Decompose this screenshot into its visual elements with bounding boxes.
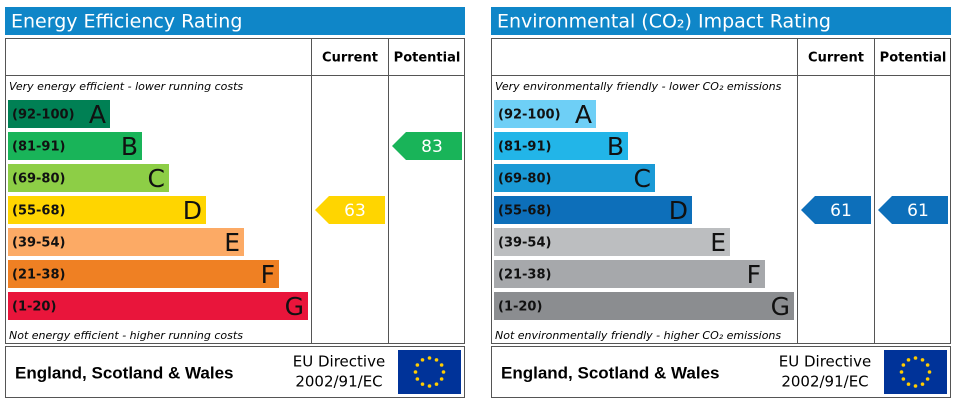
table-frame — [491, 38, 951, 344]
footer-frame — [491, 346, 951, 398]
band-letter: B — [607, 132, 624, 161]
rating-band — [8, 260, 279, 288]
eu-star — [427, 384, 432, 388]
rating-band — [494, 228, 730, 256]
band-range: (69-80) — [12, 172, 65, 187]
bottom-note: Not energy efficient - higher running co… — [9, 329, 243, 342]
eu-star — [906, 358, 911, 362]
potential-rating: 61 — [907, 201, 929, 221]
top-note: Very energy efficient - lower running co… — [9, 80, 243, 93]
footer-directive: EU Directive — [779, 353, 871, 371]
eu-star — [920, 382, 925, 386]
footer-directive: EU Directive — [293, 353, 385, 371]
eu-star — [415, 377, 420, 381]
eu-star — [906, 382, 911, 386]
band-range: (55-68) — [498, 204, 551, 219]
bottom-note: Not environmentally friendly - higher CO… — [495, 329, 781, 342]
eu-star — [439, 363, 444, 367]
rating-band — [494, 164, 655, 192]
rating-arrow — [878, 196, 948, 224]
rating-band — [8, 292, 308, 320]
footer-region: England, Scotland & Wales — [501, 363, 720, 382]
rating-arrow — [315, 196, 385, 224]
rating-band — [494, 132, 628, 160]
eu-star — [413, 370, 418, 374]
band-letter: G — [771, 292, 790, 321]
eu-star — [913, 384, 918, 388]
eu-star — [434, 382, 439, 386]
footer-code: 2002/91/EC — [295, 373, 382, 391]
band-range: (39-54) — [498, 236, 551, 251]
eu-star — [415, 363, 420, 367]
footer-frame — [5, 346, 465, 398]
title-bar — [5, 7, 465, 35]
eu-star — [901, 377, 906, 381]
title-bar — [491, 7, 951, 35]
eu-star — [925, 377, 930, 381]
band-letter: A — [89, 100, 106, 129]
footer-code: 2002/91/EC — [781, 373, 868, 391]
band-letter: G — [285, 292, 304, 321]
rating-arrow — [801, 196, 871, 224]
band-letter: D — [183, 196, 202, 225]
eu-star — [901, 363, 906, 367]
band-range: (92-100) — [12, 108, 75, 123]
band-letter: D — [669, 196, 688, 225]
band-range: (1-20) — [12, 300, 56, 315]
rating-band — [8, 132, 142, 160]
band-range: (92-100) — [498, 108, 561, 123]
eu-star — [920, 358, 925, 362]
rating-band — [494, 260, 765, 288]
header-current: Current — [322, 51, 378, 66]
band-range: (21-38) — [498, 268, 551, 283]
top-note: Very environmentally friendly - lower CO… — [495, 80, 782, 93]
eu-star — [420, 358, 425, 362]
eu-star — [420, 382, 425, 386]
rating-panel: Energy Efficiency Rating Current Potential… — [5, 7, 465, 398]
rating-band — [8, 164, 169, 192]
band-range: (39-54) — [12, 236, 65, 251]
eu-star — [439, 377, 444, 381]
rating-band — [494, 196, 692, 224]
rating-band — [494, 100, 596, 128]
rating-band — [494, 292, 794, 320]
band-letter: A — [575, 100, 592, 129]
rating-band — [8, 228, 244, 256]
band-letter: F — [261, 260, 275, 289]
rating-arrow — [392, 132, 462, 160]
header-potential: Potential — [394, 51, 461, 66]
band-letter: E — [710, 228, 726, 257]
eu-star — [925, 363, 930, 367]
header-current: Current — [808, 51, 864, 66]
band-letter: E — [224, 228, 240, 257]
band-range: (81-91) — [498, 140, 551, 155]
eu-star — [899, 370, 904, 374]
eu-star — [927, 370, 932, 374]
band-range: (21-38) — [12, 268, 65, 283]
current-rating: 61 — [830, 201, 852, 221]
band-letter: F — [747, 260, 761, 289]
panel-title: Energy Efficiency Rating — [11, 11, 242, 33]
band-range: (55-68) — [12, 204, 65, 219]
band-range: (69-80) — [498, 172, 551, 187]
band-range: (81-91) — [12, 140, 65, 155]
footer-region: England, Scotland & Wales — [15, 363, 234, 382]
band-letter: C — [634, 164, 651, 193]
header-potential: Potential — [880, 51, 947, 66]
eu-star — [434, 358, 439, 362]
band-range: (1-20) — [498, 300, 542, 315]
band-letter: B — [121, 132, 138, 161]
rating-band — [8, 100, 110, 128]
rating-panel: Environmental (CO₂) Impact Rating Current… — [491, 7, 951, 398]
panel-title: Environmental (CO₂) Impact Rating — [497, 11, 831, 33]
eu-star — [913, 356, 918, 360]
eu-star — [441, 370, 446, 374]
band-letter: C — [148, 164, 165, 193]
table-frame — [5, 38, 465, 344]
potential-rating: 83 — [421, 137, 443, 157]
current-rating: 63 — [344, 201, 366, 221]
eu-star — [427, 356, 432, 360]
rating-band — [8, 196, 206, 224]
